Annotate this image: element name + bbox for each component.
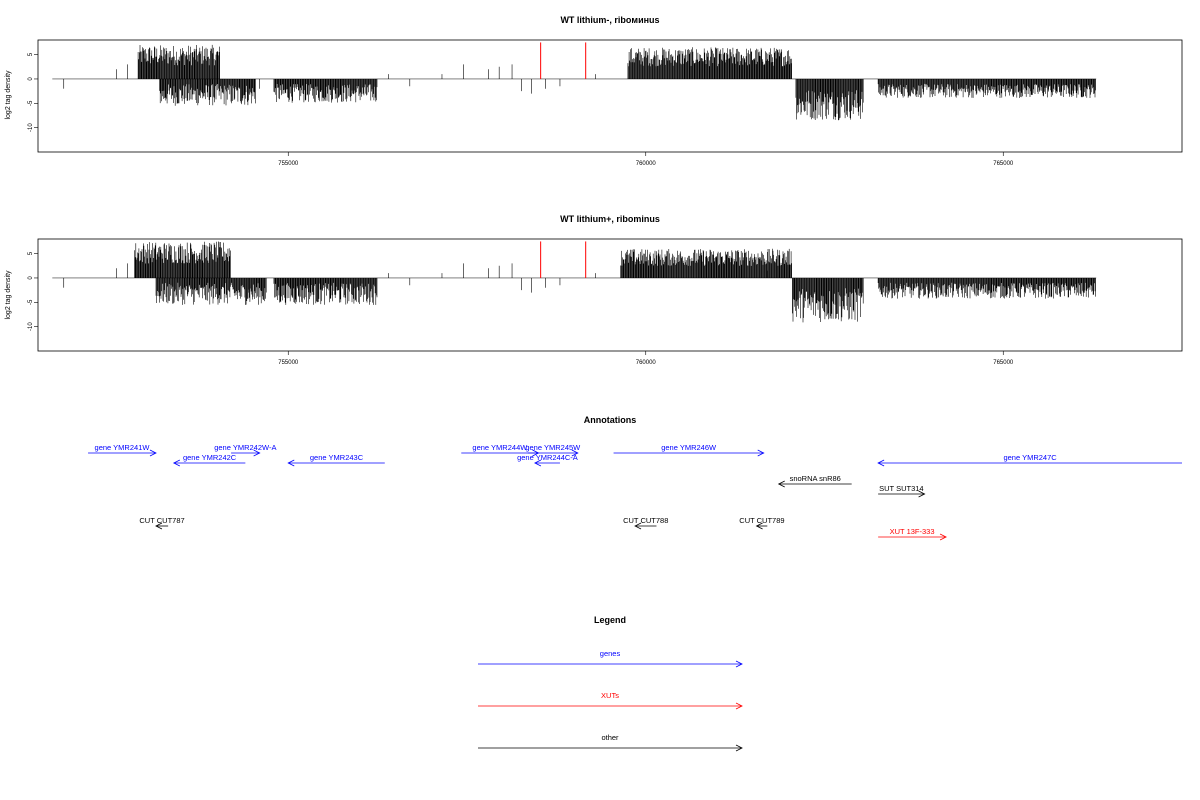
coverage-panel-lithium-plus: WT lithium+, ribominus log2 tag density …	[5, 214, 1183, 366]
plot-frame	[37, 238, 1183, 352]
annotation-feature: gene YMR241W	[88, 443, 157, 457]
x-tick-label: 755000	[278, 161, 299, 167]
x-tick-label: 765000	[993, 161, 1014, 167]
arrow-left-icon	[634, 522, 642, 530]
x-tick-label: 760000	[636, 360, 657, 366]
feature-label: gene YMR244W	[472, 443, 528, 452]
y-tick-label: 5	[28, 251, 34, 255]
feature-label: gene YMR243C	[310, 453, 364, 462]
plot-frame	[37, 39, 1183, 153]
x-tick-label: 760000	[636, 161, 657, 167]
arrow-right-icon	[149, 449, 157, 457]
arrow-left-icon	[287, 459, 295, 467]
arrow-left-icon	[777, 480, 785, 488]
y-tick-label: -5	[28, 100, 34, 106]
legend-entry: genes	[478, 649, 743, 668]
annotation-feature: XUT 13F-333	[878, 527, 947, 541]
arrow-right-icon	[735, 660, 743, 668]
legend-entry: XUTs	[478, 691, 743, 710]
arrow-left-icon	[155, 522, 163, 530]
coverage-panel-lithium-minus: WT lithium-, riboминus log2 tag density …	[5, 15, 1183, 167]
x-tick-label: 755000	[278, 360, 299, 366]
arrow-right-icon	[918, 490, 926, 498]
y-tick-label: -5	[28, 299, 34, 305]
annotation-feature: gene YMR245W	[525, 443, 581, 457]
plot-area: 5 0 -5 -10 755000 760000 765000	[28, 39, 1183, 167]
panel-title: WT lithium-, riboминus	[560, 15, 659, 25]
x-tick-label: 765000	[993, 360, 1014, 366]
feature-label: gene YMR245W	[525, 443, 581, 452]
coverage-bars	[63, 44, 1096, 121]
feature-label: gene YMR247C	[1003, 453, 1057, 462]
annotation-feature: gene YMR243C	[287, 453, 385, 467]
annotation-feature: CUT CUT789	[739, 516, 785, 530]
arrow-left-icon	[534, 459, 542, 467]
arrow-right-icon	[939, 533, 947, 541]
arrow-right-icon	[735, 702, 743, 710]
y-tick-label: 5	[28, 52, 34, 56]
annotation-feature: SUT SUT314	[878, 484, 926, 498]
legend-label: other	[601, 733, 619, 742]
annotations-title: Annotations	[584, 415, 637, 425]
legend: Legend genes XUTs other	[478, 615, 743, 752]
feature-label: gene YMR244C-A	[517, 453, 578, 462]
annotation-feature: gene YMR242W-A	[214, 443, 276, 457]
feature-label: gene YMR242C	[183, 453, 237, 462]
annotation-feature: gene YMR242C	[172, 453, 246, 467]
arrow-left-icon	[172, 459, 181, 467]
arrow-left-icon	[755, 522, 763, 530]
panel-title: WT lithium+, ribominus	[560, 214, 660, 224]
y-tick-label: -10	[28, 322, 34, 331]
legend-label: genes	[600, 649, 621, 658]
annotation-feature: CUT CUT787	[139, 516, 185, 530]
plot-area: 5 0 -5 -10 755000 760000 765000	[28, 238, 1183, 366]
feature-label: gene YMR246W	[661, 443, 717, 452]
feature-label: gene YMR242W-A	[214, 443, 276, 452]
legend-entry: other	[478, 733, 743, 752]
legend-title: Legend	[594, 615, 626, 625]
coverage-bars	[63, 241, 1096, 323]
arrow-right-icon	[757, 449, 765, 457]
y-axis-label: log2 tag density	[5, 270, 12, 320]
arrow-left-icon	[877, 459, 885, 467]
y-tick-label: 0	[28, 77, 34, 81]
annotation-feature: gene YMR247C	[877, 453, 1182, 467]
arrow-right-icon	[571, 449, 579, 457]
y-tick-label: 0	[28, 276, 34, 280]
annotation-feature: gene YMR244C-A	[517, 453, 578, 467]
arrow-right-icon	[253, 449, 261, 457]
y-tick-label: -10	[28, 123, 34, 132]
feature-label: CUT CUT788	[623, 516, 668, 525]
annotation-feature: gene YMR246W	[613, 443, 765, 457]
feature-label: snoRNA snR86	[790, 474, 841, 483]
y-axis-label: log2 tag density	[5, 70, 12, 120]
feature-label: CUT CUT789	[739, 516, 784, 525]
feature-label: gene YMR241W	[95, 443, 151, 452]
feature-label: CUT CUT787	[139, 516, 184, 525]
annotation-feature: CUT CUT788	[623, 516, 668, 530]
feature-label: SUT SUT314	[879, 484, 923, 493]
legend-label: XUTs	[601, 691, 619, 700]
feature-label: XUT 13F-333	[890, 527, 935, 536]
arrow-right-icon	[735, 744, 743, 752]
annotation-feature: snoRNA snR86	[777, 474, 852, 488]
